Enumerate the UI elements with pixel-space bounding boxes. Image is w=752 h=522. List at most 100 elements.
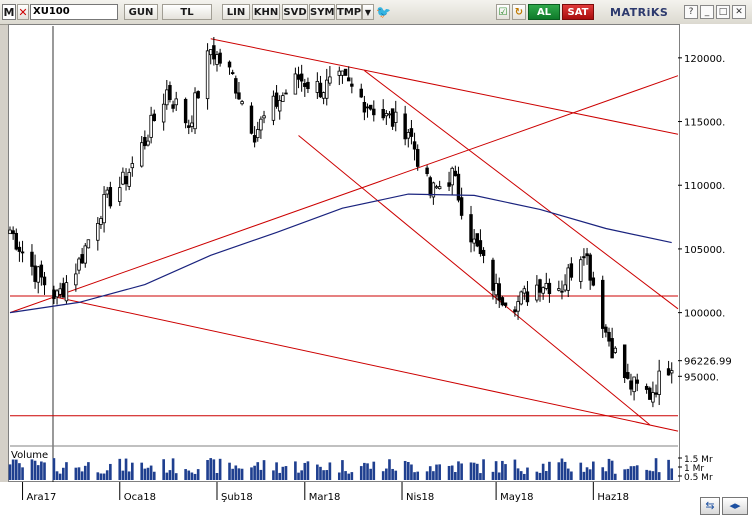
sym-button[interactable]: SYM [309,4,335,20]
symbol-input[interactable]: XU100 [30,4,118,20]
khn-button[interactable]: KHN [252,4,280,20]
candle-body [183,98,188,124]
volume-bar [281,466,285,480]
sync-icon[interactable]: ⇆ [700,497,720,515]
candle-body [475,233,480,247]
candle-body [212,45,216,60]
candle-body [140,142,144,167]
candle-body [52,289,56,300]
candle-body [390,108,395,127]
candle-body [359,88,363,98]
volume-bar [237,468,241,480]
candle-body [30,251,34,267]
minimize-icon[interactable]: _ [700,5,714,19]
candle-body [494,282,498,296]
candle-body [648,387,652,400]
candle-body [585,253,589,257]
candle-layer [8,36,674,408]
sell-button[interactable]: SAT [562,4,594,20]
time-axis[interactable] [0,482,752,522]
volume-bar [316,464,319,480]
candle-body [124,176,128,185]
twitter-bird-icon[interactable]: 🐦 [376,5,391,19]
volume-bar [645,469,648,480]
help-icon[interactable]: ? [684,5,698,19]
period-button[interactable]: GUN [124,4,158,20]
candle-body [497,283,501,301]
svd-button[interactable]: SVD [282,4,308,20]
y-tick-label: 120000. [684,54,725,65]
volume-bar [519,471,523,480]
candle-body [644,385,649,390]
volume-bar [65,462,68,480]
menu-button[interactable]: M [2,4,16,20]
candle-body [566,267,570,291]
candle-body [622,344,627,379]
candle-body [274,92,279,107]
moving-average-line [9,193,672,314]
chart-toolbar: M ✕ XU100 GUN TL LIN KHN SVD SYM TMP ▼ 🐦… [0,0,752,25]
volume-bar [350,472,354,480]
chart-area[interactable] [8,24,680,482]
volume-bar [651,471,655,480]
candle-body [431,182,436,198]
buy-button[interactable]: AL [528,4,560,20]
volume-bar [579,462,583,480]
volume-bar [450,465,454,480]
volume-bar [256,462,260,480]
brand-logo: MATRiKS [610,6,669,19]
candle-body [469,214,473,243]
volume-bar [497,472,501,480]
maximize-icon[interactable]: □ [716,5,730,19]
candle-body [14,232,18,250]
volume-bar [541,463,545,480]
volume-bar [146,467,150,480]
candle-body [165,89,169,106]
x-tick-label: May18 [500,492,533,503]
close-symbol-button[interactable]: ✕ [17,4,29,20]
close-icon[interactable]: ✕ [732,5,746,19]
volume-bar [629,466,633,480]
volume-bar [206,460,209,480]
refresh-icon[interactable]: ↻ [512,4,526,20]
triangle-down-icon[interactable]: ▼ [362,4,374,20]
candle-body [666,368,671,376]
scroll-arrows-icon[interactable]: ◂▸ [722,497,748,515]
volume-bar [212,459,216,480]
candle-body [500,297,505,306]
volume-bar [504,464,507,480]
candle-body [146,140,150,146]
scale-button[interactable]: LIN [222,4,250,20]
currency-button[interactable]: TL [162,4,212,20]
volume-bar [118,458,122,480]
trendline-2 [210,38,679,135]
price-axis[interactable] [680,24,752,482]
volume-bar [165,472,169,480]
candle-body [299,73,304,82]
candle-body [127,172,131,187]
candle-body [456,173,461,201]
axis-layer: 95000. 100000. 105000. 110000. 115000. 120000… [10,54,732,503]
volume-bar [168,470,172,480]
candle-body [328,76,332,84]
candle-body [55,290,59,298]
volume-bar [253,465,256,480]
volume-bar [234,465,238,480]
volume-bar [190,472,194,480]
volume-bar [406,461,410,480]
candle-body [403,113,407,140]
candle-body [516,301,520,312]
volume-bar [33,460,37,480]
volume-bar [18,463,21,480]
x-tick-label: Şub18 [221,492,253,503]
checkbox-icon[interactable]: ☑ [496,4,510,20]
candle-body [491,259,495,291]
candle-body [503,302,508,306]
volume-bar [96,472,100,480]
candle-body [525,291,530,303]
candle-body [459,197,464,216]
candle-body [249,105,254,134]
volume-bar [623,469,627,480]
template-button[interactable]: TMP [336,4,362,20]
